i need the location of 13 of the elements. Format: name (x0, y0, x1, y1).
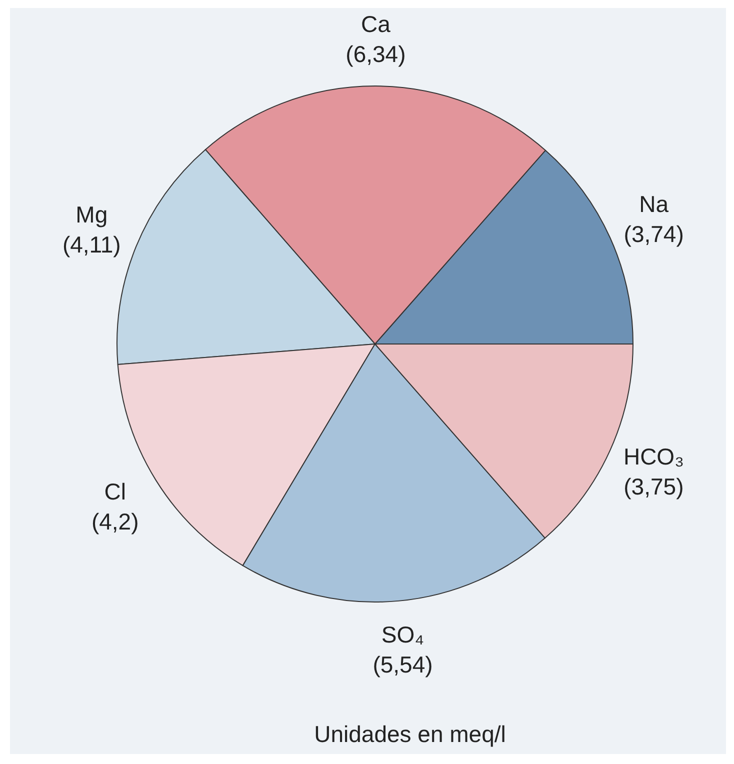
slice-label: Ca (360, 11, 391, 37)
data-label: (5,54) (372, 652, 433, 678)
data-label: (3,74) (624, 220, 684, 247)
data-label: (4,2) (91, 508, 139, 535)
data-label: (6,34) (346, 41, 406, 67)
text: Unidades en meq/l (314, 721, 506, 747)
slice-label: Na (639, 190, 669, 217)
slice-label: Cl (104, 478, 126, 505)
data-label: (3,75) (624, 473, 684, 500)
slice-label: HCO₃ (623, 443, 684, 470)
slice-label: Mg (76, 202, 108, 228)
slice-label: SO₄ (381, 622, 424, 648)
data-label: (4,11) (62, 232, 121, 258)
